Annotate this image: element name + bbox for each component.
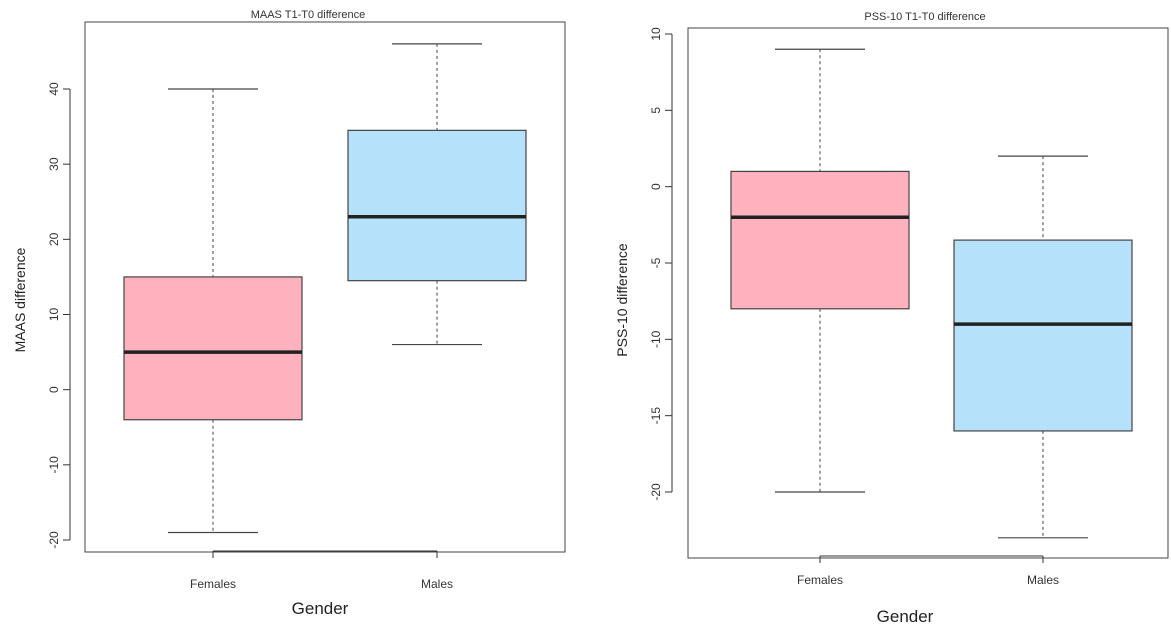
- x-axis: Females Males: [190, 550, 453, 591]
- maas-chart: MAAS T1-T0 difference Gender MAAS differ…: [12, 9, 566, 618]
- box-females: [730, 48, 910, 493]
- y-tick-label: 0: [47, 386, 61, 393]
- y-axis-label: PSS-10 difference: [614, 243, 630, 357]
- y-tick-label: 20: [47, 232, 61, 246]
- y-tick-label: -20: [649, 483, 663, 501]
- x-tick-label: Females: [190, 577, 236, 591]
- y-tick-label: -15: [649, 407, 663, 425]
- x-tick-label: Females: [797, 573, 843, 587]
- y-tick-label: 10: [649, 27, 663, 41]
- y-axis: -20 -15 -10 -5 0 5 10: [649, 27, 673, 501]
- plot-frame: [84, 21, 566, 553]
- box-males: [347, 43, 527, 346]
- x-tick-label: Males: [1027, 573, 1059, 587]
- chart-title: MAAS T1-T0 difference: [251, 9, 366, 21]
- y-tick-label: -20: [47, 531, 61, 549]
- y-tick-label: -10: [649, 330, 663, 348]
- plot-frame: [687, 27, 1169, 559]
- box-males: [953, 155, 1133, 539]
- y-tick-label: 30: [47, 157, 61, 171]
- x-axis-label: Gender: [292, 599, 349, 618]
- x-tick-label: Males: [421, 577, 453, 591]
- iqr-box: [953, 239, 1133, 432]
- y-axis: -20 -10 0 10 20 30 40: [47, 82, 71, 549]
- pss-chart: PSS-10 T1-T0 difference Gender PSS-10 di…: [614, 11, 1169, 626]
- box-series: [123, 43, 527, 534]
- box-females: [123, 88, 303, 534]
- box-series: [730, 48, 1133, 539]
- chart-title: PSS-10 T1-T0 difference: [864, 11, 985, 23]
- y-tick-label: -5: [649, 257, 663, 268]
- y-axis-label: MAAS difference: [12, 247, 28, 352]
- iqr-box: [730, 170, 910, 310]
- y-tick-label: 10: [47, 308, 61, 322]
- iqr-box: [347, 129, 527, 282]
- y-tick-label: 5: [649, 107, 663, 114]
- y-tick-label: -10: [47, 456, 61, 474]
- y-tick-label: 0: [649, 183, 663, 190]
- y-tick-label: 40: [47, 82, 61, 96]
- x-axis: Females Males: [797, 555, 1059, 587]
- x-axis-label: Gender: [877, 607, 934, 626]
- iqr-box: [123, 276, 303, 421]
